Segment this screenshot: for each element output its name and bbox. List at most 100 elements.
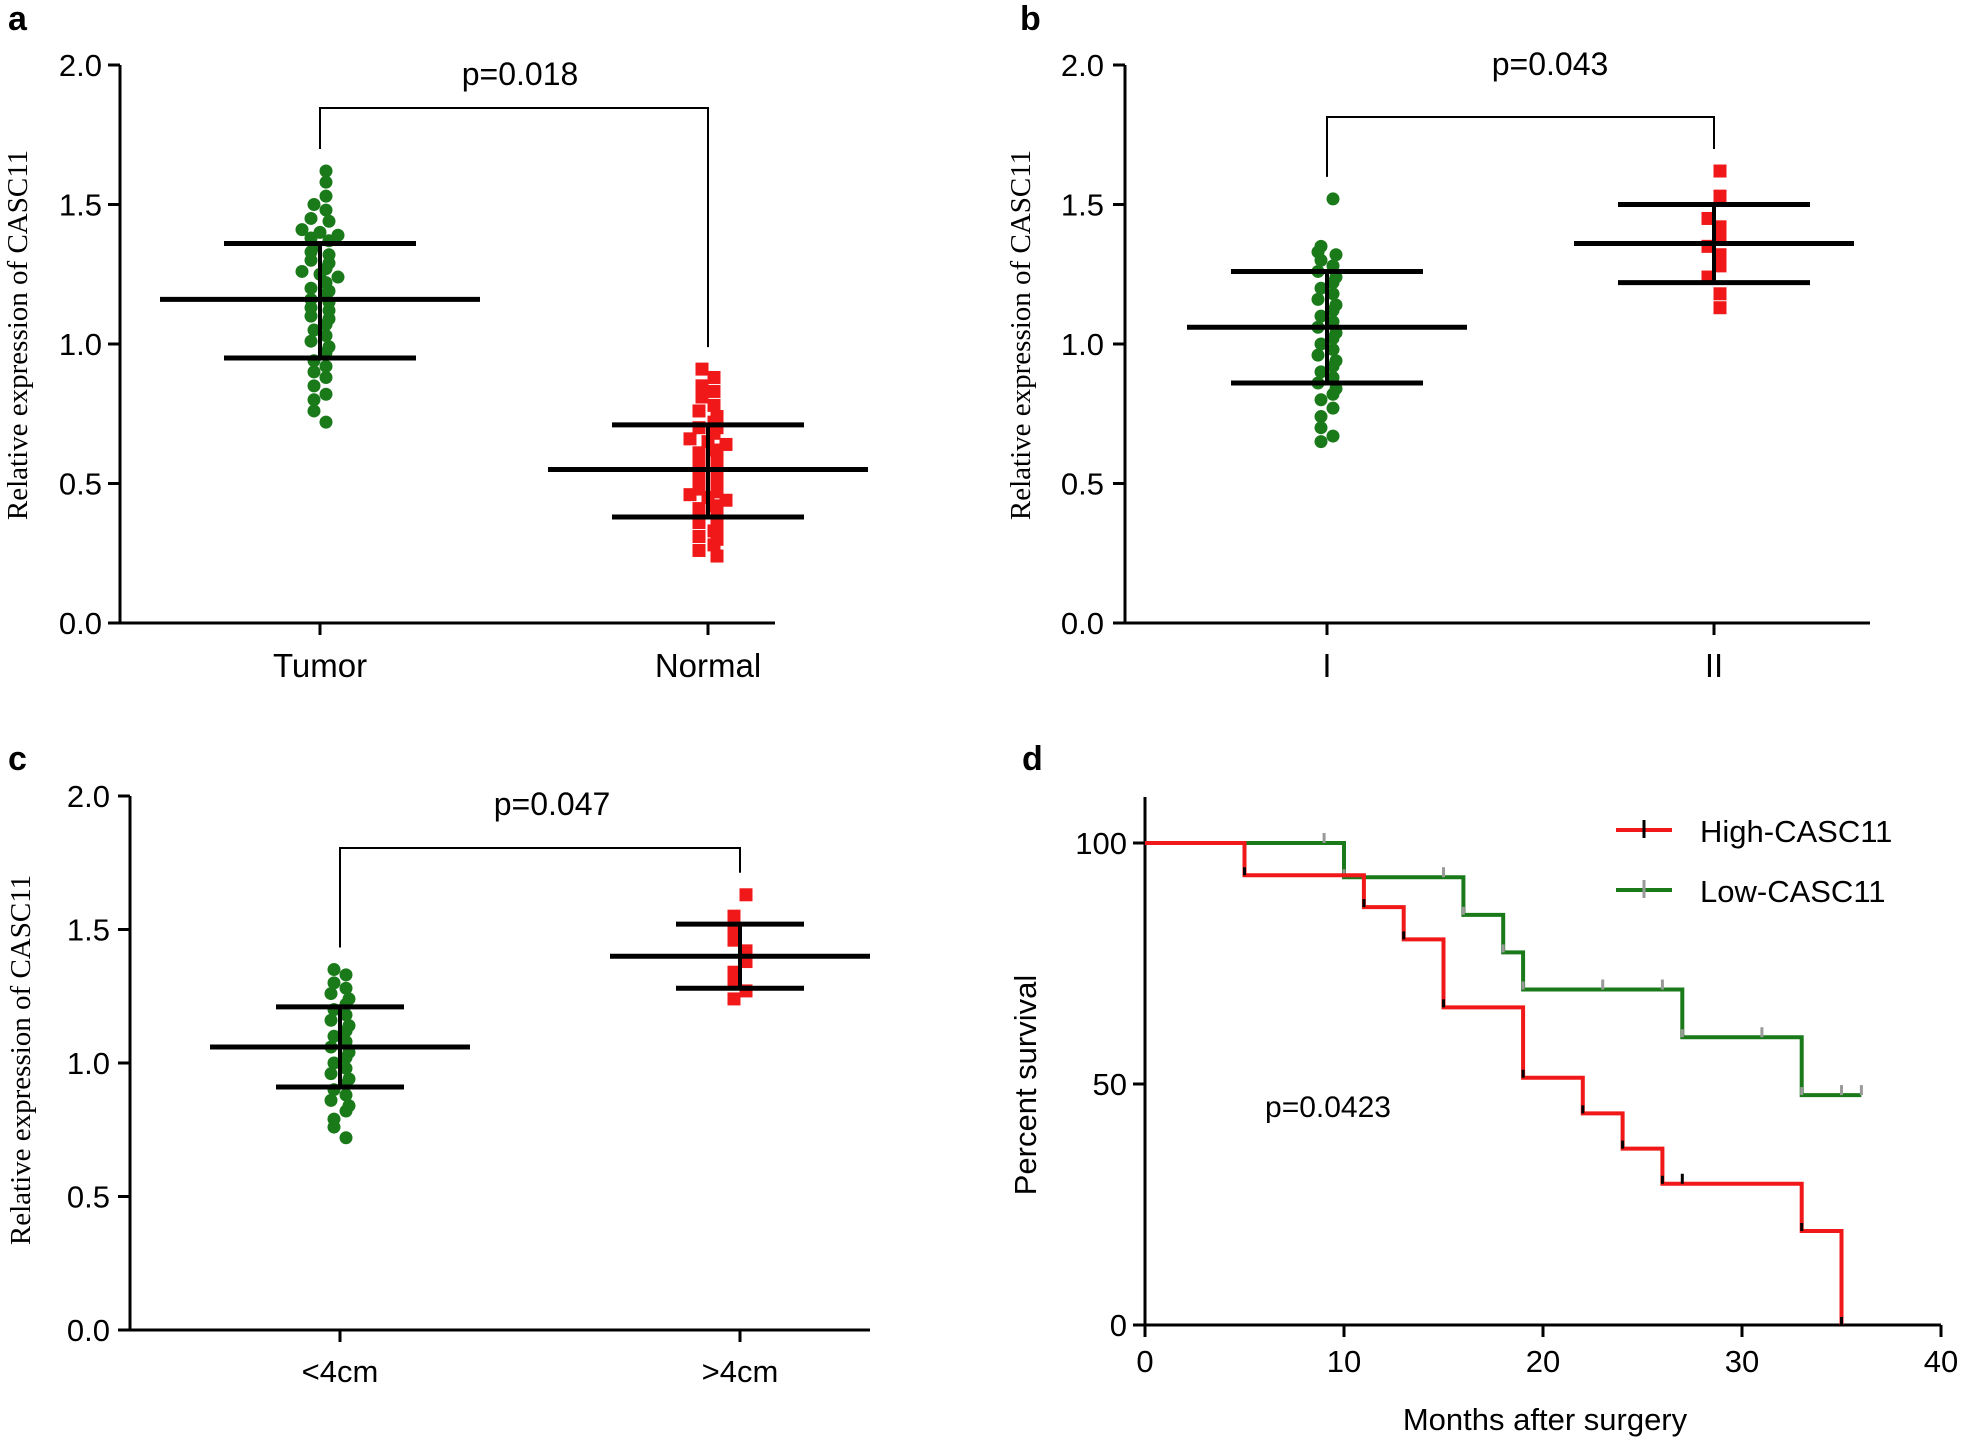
panel-a-Tumor-point <box>313 225 327 239</box>
panel-b-II-point <box>1713 301 1727 315</box>
panel-a-Normal-point <box>692 446 706 460</box>
panel-b-ytick-label-4: 2.0 <box>1061 48 1104 83</box>
panel-c-ytick-label-2: 1.0 <box>67 1046 110 1081</box>
panel-c-4cm-point <box>342 992 356 1006</box>
panel-a-Normal-point <box>692 530 706 544</box>
panel-a-Normal-point <box>719 437 733 451</box>
panel-d-ytick-label-0: 0 <box>1110 1308 1127 1343</box>
panel-b-I-point <box>1326 401 1340 415</box>
panel-d-label: d <box>1022 740 1043 778</box>
panel-d-ytick-label-2: 100 <box>1075 826 1127 861</box>
panel-c-xtick-small: <4cm <box>302 1354 379 1389</box>
panel-a-Tumor-point <box>319 203 333 217</box>
panel-b-I-point <box>1326 429 1340 443</box>
panel-d-xlabel: Months after surgery <box>1403 1402 1688 1437</box>
panel-d: d 0 10 20 30 40 0 50 100 Percent survival Month… <box>1008 740 1958 1437</box>
panel-a-Tumor-point <box>331 228 345 242</box>
panel-c-4cm-point <box>727 992 741 1006</box>
panel-b-I-point <box>1326 192 1340 206</box>
panel-c-bracket-line <box>339 847 741 948</box>
panel-c-4cm-point <box>727 965 741 979</box>
panel-a-ytick-label-3: 1.5 <box>59 188 102 223</box>
panel-c-4cm-point <box>327 1112 341 1126</box>
panel-a-Tumor-point <box>295 223 309 237</box>
panel-a-Tumor-point <box>304 211 318 225</box>
panel-a-Normal-point <box>683 432 697 446</box>
panel-a-xtick-normal: Normal <box>655 647 761 684</box>
panel-a-Normal-point <box>695 379 709 393</box>
panel-a-Tumor-point <box>307 198 321 211</box>
panel-c-ylabel: Relative expression of CASC11 <box>5 875 37 1245</box>
panel-b-II-point <box>1713 164 1727 178</box>
panel-a-Tumor-point <box>307 393 321 407</box>
panel-b-II-point <box>1713 220 1727 234</box>
panel-b-I-point <box>1314 421 1328 435</box>
panel-b-I-point <box>1311 348 1325 362</box>
panel-c-4cm-point <box>339 1061 353 1075</box>
panel-b-ytick-label-2: 1.0 <box>1061 327 1104 362</box>
panel-a-ytick-label-4: 2.0 <box>59 48 102 83</box>
panel-c-4cm-point <box>327 976 341 990</box>
panel-a-Tumor-point <box>295 264 309 278</box>
panel-b-I-point <box>1314 309 1328 323</box>
panel-a-ylabel: Relative expression of CASC11 <box>2 150 34 520</box>
panel-d-xtick-label-4: 40 <box>1924 1344 1958 1379</box>
panel-c-4cm-point <box>339 981 353 995</box>
panel-a-Tumor-point <box>319 189 333 203</box>
panel-a-significance-bracket <box>319 107 709 348</box>
panel-b-I-point <box>1314 239 1328 253</box>
panel-a-Tumor-point <box>307 365 321 379</box>
panel-a-Normal-point <box>695 362 709 376</box>
panel-a-Normal-point <box>707 370 721 384</box>
panel-a-Tumor-point <box>319 387 333 401</box>
panel-b-I-point <box>1314 435 1328 449</box>
panel-a-y-axis <box>118 65 775 625</box>
panel-b-ylabel: Relative expression of CASC11 <box>1005 150 1037 520</box>
panel-b-y-axis <box>1123 65 1870 625</box>
panel-c-y-axis <box>128 796 870 1332</box>
panel-c-4cm-point <box>342 1099 356 1113</box>
panel-c: c 0.0 0.5 1.0 1.5 2.0 Relative expression of… <box>5 740 870 1389</box>
legend-high-label: High-CASC11 <box>1700 814 1892 849</box>
panel-d-legend: High-CASC11 Low-CASC11 <box>1616 814 1892 909</box>
panel-a: a 0.0 0.5 1.0 1.5 2.0 Relative expression of… <box>2 0 868 684</box>
panel-b-I-point <box>1329 248 1343 262</box>
panel-d-xtick-label-0: 0 <box>1136 1344 1153 1379</box>
panel-c-4cm-point <box>324 987 338 1001</box>
panel-a-Tumor-point <box>319 359 333 373</box>
panel-b-II-point <box>1713 259 1727 273</box>
panel-a-ytick-label-1: 0.5 <box>59 467 102 502</box>
panel-a-Normal-point <box>710 410 724 424</box>
panel-c-4cm-point <box>327 963 341 977</box>
panel-b-pvalue: p=0.043 <box>1492 46 1609 82</box>
panel-a-Tumor-point <box>322 248 336 262</box>
panel-a-Normal-point <box>692 502 706 516</box>
panel-a-Tumor-point <box>304 334 318 348</box>
panel-a-Tumor-point <box>307 323 321 337</box>
panel-d-xtick-label-3: 30 <box>1725 1344 1759 1379</box>
panel-c-pvalue: p=0.047 <box>494 786 611 822</box>
panel-a-Tumor-point <box>307 404 321 418</box>
panel-a-xtick-tumor: Tumor <box>273 647 367 684</box>
panel-c-significance-bracket <box>339 847 741 948</box>
panel-c-4cm-point <box>727 933 741 947</box>
legend-low-label: Low-CASC11 <box>1700 874 1886 909</box>
panel-b-I-point <box>1314 393 1328 407</box>
panel-b-I-point <box>1314 365 1328 379</box>
panel-c-4cm-point <box>339 1008 353 1022</box>
panel-a-Tumor-point <box>319 175 333 189</box>
panel-a-Normal-point <box>707 398 721 412</box>
panel-b-I-point <box>1329 298 1343 312</box>
panel-a-Tumor-point <box>304 281 318 295</box>
panel-d-ytick-label-1: 50 <box>1093 1067 1127 1102</box>
panel-b-I-point <box>1329 354 1343 368</box>
panel-a-Tumor-point <box>319 370 333 384</box>
panel-a-Tumor-point <box>319 415 333 429</box>
panel-a-Normal-point <box>695 390 709 404</box>
panel-c-4cm-point <box>727 909 741 923</box>
panel-c-4cm-point <box>327 1056 341 1070</box>
panel-b-II-point <box>1713 248 1727 262</box>
panel-c-ytick-label-1: 0.5 <box>67 1180 110 1215</box>
panel-a-Normal-point <box>692 404 706 418</box>
